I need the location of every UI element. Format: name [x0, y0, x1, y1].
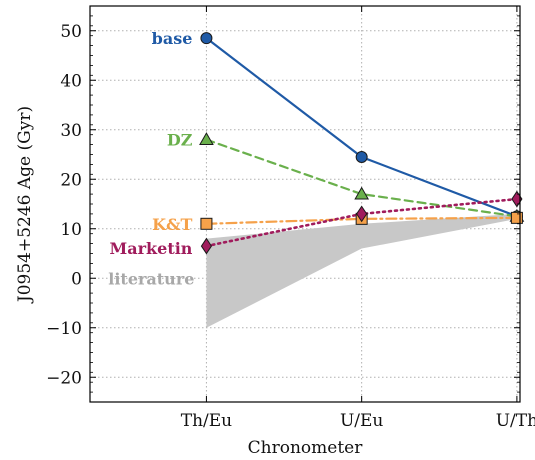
- series-label: K&T: [152, 215, 192, 234]
- y-tick-label: −20: [46, 368, 82, 388]
- y-tick-label: −10: [46, 319, 82, 339]
- data-point: [354, 186, 370, 200]
- band-layer: [206, 213, 517, 328]
- data-point: [200, 237, 213, 255]
- x-tick-label: U/Th: [496, 411, 535, 431]
- data-point: [510, 211, 523, 224]
- data-point: [199, 132, 214, 146]
- band-label: literature: [108, 269, 194, 288]
- data-point: [355, 150, 368, 163]
- series-label: DZ: [167, 131, 193, 150]
- series-layer: [199, 32, 525, 255]
- y-tick-label: 0: [71, 269, 82, 289]
- y-tick-label: 50: [60, 22, 82, 42]
- x-axis-title: Chronometer: [248, 438, 364, 458]
- literature-band: [206, 213, 517, 328]
- text-layer: −20 −10 0 10 20 30 40 50 Th/Eu U/Eu U/Th Chronomete…: [15, 22, 535, 458]
- data-point: [356, 205, 368, 223]
- series-label: Marketin: [110, 239, 193, 258]
- y-tick-label: 30: [60, 121, 82, 141]
- series-label: base: [152, 29, 193, 48]
- y-tick-label: 10: [60, 220, 82, 240]
- y-axis-title: J0954+5246 Age (Gyr): [15, 106, 35, 304]
- y-tick-label: 40: [60, 71, 82, 91]
- x-tick-label: U/Eu: [340, 411, 383, 431]
- axes-layer: [89, 5, 521, 403]
- data-point: [200, 32, 213, 45]
- y-tick-label: 20: [60, 170, 82, 190]
- x-tick-label: Th/Eu: [181, 411, 232, 431]
- data-point: [200, 217, 213, 230]
